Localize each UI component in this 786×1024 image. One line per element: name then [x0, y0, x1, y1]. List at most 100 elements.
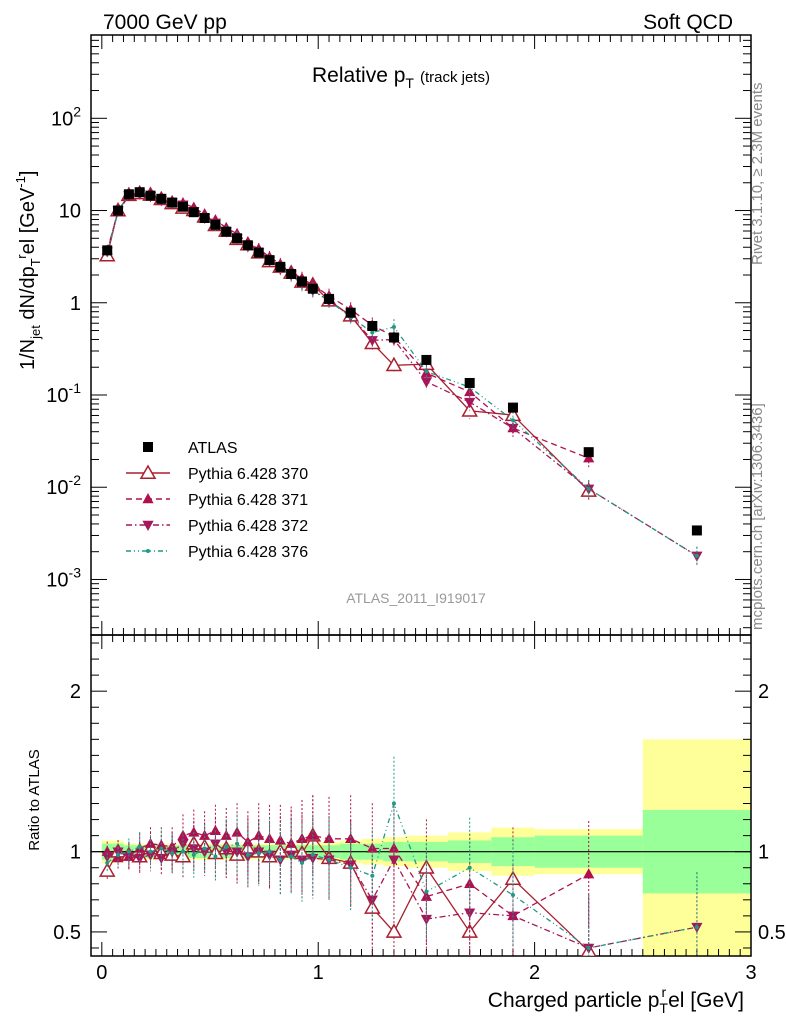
- x-tick-label-3: 3: [745, 962, 756, 984]
- ratio-panel-series: [98, 756, 703, 956]
- atlas-point-2: [123, 189, 134, 200]
- ratio-tick-label-left-0: 0.5: [53, 922, 81, 944]
- atlas-point-10: [210, 219, 221, 230]
- legend: ATLAS Pythia 6.428 370 Pythia 6.428 371 Pyt…: [126, 440, 308, 561]
- mc-marker-ratio-3-6: [170, 851, 175, 856]
- y-tick-label-0: 10-3: [46, 564, 81, 591]
- ratio-tick-label-right-0: 0.5: [758, 922, 786, 944]
- mc-line-main-0: [106, 192, 590, 492]
- header-right: Soft QCD: [643, 11, 733, 34]
- mc-marker-ratio-3-8: [191, 852, 196, 857]
- mc-marker-main-3-26: [510, 418, 515, 423]
- mc-marker-ratio-1-27: [583, 868, 595, 879]
- mc-marker-ratio-2-25: [464, 908, 476, 919]
- y-tick-label-2: 10-1: [46, 380, 81, 407]
- mc-marker-ratio-2-2: [123, 852, 135, 863]
- atlas-point-24: [421, 354, 432, 365]
- mc-marker-main-3-22: [370, 330, 375, 335]
- mc-marker-main-0-23: [385, 356, 403, 372]
- main-panel-series: [98, 184, 703, 565]
- ratio-panel-frame: [90, 634, 752, 957]
- mc-marker-main-2-25: [464, 397, 476, 409]
- atlas-point-21: [345, 307, 356, 318]
- mc-marker-ratio-3-15: [267, 849, 272, 854]
- rivet-version-label: Rivet 3.1.10, ≥ 2.3M events: [749, 83, 766, 266]
- mc-marker-ratio-3-7: [180, 849, 185, 854]
- mc-marker-ratio-3-25: [467, 865, 472, 870]
- mcplots-label: mcplots.cern.ch [arXiv:1306.3436]: [749, 403, 766, 630]
- legend-marker-2: [142, 493, 154, 504]
- atlas-point-3: [134, 187, 145, 198]
- legend-label-2: Pythia 6.428 371: [188, 492, 308, 509]
- mc-marker-ratio-2-12: [231, 847, 243, 858]
- mc-marker-ratio-3-17: [289, 854, 294, 859]
- mc-marker-ratio-3-14: [256, 851, 261, 856]
- mc-marker-ratio-2-22: [366, 895, 378, 906]
- mc-marker-ratio-3-0: [105, 860, 110, 865]
- header-left: 7000 GeV pp: [103, 11, 227, 34]
- mc-marker-main-3-27: [586, 486, 591, 491]
- atlas-point-6: [167, 197, 178, 208]
- chart-title: Relative pT (track jets): [312, 64, 490, 91]
- mc-marker-ratio-2-7: [177, 839, 189, 850]
- atlas-point-4: [145, 190, 156, 201]
- atlas-point-22: [367, 320, 378, 331]
- x-tick-label-0: 0: [96, 962, 107, 984]
- atlas-point-19: [307, 283, 318, 294]
- ratio-tick-label-left-2: 2: [70, 681, 81, 703]
- mc-marker-ratio-3-28: [694, 925, 699, 930]
- mc-marker-ratio-3-11: [224, 844, 229, 849]
- mc-marker-ratio-3-18: [299, 860, 304, 865]
- mc-marker-ratio-2-15: [263, 850, 276, 861]
- atlas-point-23: [388, 332, 399, 343]
- mc-marker-ratio-2-10: [209, 839, 222, 850]
- atlas-point-25: [464, 377, 475, 388]
- mc-marker-ratio-3-10: [213, 854, 218, 859]
- mc-marker-ratio-3-9: [202, 846, 207, 851]
- legend-marker-4: [146, 549, 150, 553]
- atlas-point-26: [507, 402, 518, 413]
- mc-marker-ratio-3-13: [245, 852, 250, 857]
- ratio-tick-label-right-2: 2: [758, 681, 769, 703]
- mc-marker-main-2-24: [420, 377, 433, 388]
- mc-marker-ratio-3-23: [391, 801, 396, 806]
- y-tick-label-5: 102: [51, 103, 81, 130]
- mc-line-ratio-1: [106, 830, 590, 917]
- mc-marker-ratio-3-19: [310, 852, 315, 857]
- mc-marker-ratio-1-11: [220, 829, 232, 840]
- legend-label-1: Pythia 6.428 370: [188, 466, 308, 483]
- mc-marker-main-3-24: [424, 369, 429, 374]
- atlas-point-28: [691, 525, 702, 536]
- mc-marker-ratio-3-16: [278, 857, 283, 862]
- mc-marker-ratio-3-22: [370, 873, 375, 878]
- mc-marker-ratio-1-16: [274, 834, 286, 845]
- atlas-point-13: [242, 240, 253, 251]
- y-tick-label-4: 10: [59, 201, 81, 223]
- y-axis-label: 1/Njet dN/dpTrel [GeV-1]: [13, 171, 43, 370]
- mc-marker-ratio-3-4: [148, 849, 153, 854]
- atlas-point-17: [286, 269, 297, 280]
- legend-marker-1: [139, 464, 157, 479]
- mc-marker-ratio-3-3: [137, 844, 142, 849]
- mc-marker-main-3-28: [694, 553, 699, 558]
- atlas-point-18: [296, 276, 307, 287]
- x-axis-label: Charged particle pTrel [GeV]: [488, 984, 744, 1016]
- atlas-point-16: [275, 261, 286, 272]
- y-tick-label-3: 1: [70, 293, 81, 315]
- atlas-point-9: [199, 212, 210, 223]
- mc-marker-ratio-2-23: [388, 855, 400, 866]
- mc-marker-ratio-3-26: [510, 893, 515, 898]
- mc-marker-main-3-23: [391, 325, 396, 330]
- mc-marker-ratio-1-9: [199, 829, 211, 840]
- legend-marker-0: [143, 442, 153, 452]
- atlas-point-27: [583, 447, 594, 458]
- x-tick-label-1: 1: [313, 962, 324, 984]
- analysis-tag: ATLAS_2011_I919017: [346, 590, 486, 606]
- x-tick-label-2: 2: [529, 962, 540, 984]
- mc-marker-ratio-0-23: [385, 923, 403, 938]
- mc-marker-main-2-22: [366, 336, 378, 347]
- mc-marker-main-1-27: [583, 452, 595, 463]
- mc-marker-ratio-3-2: [126, 849, 131, 854]
- mc-marker-ratio-3-21: [348, 865, 353, 870]
